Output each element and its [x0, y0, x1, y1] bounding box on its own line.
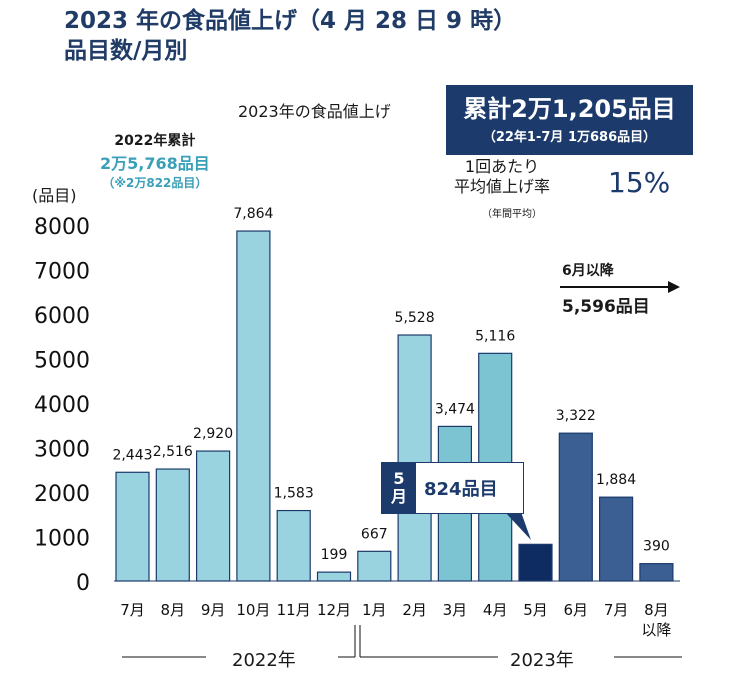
avg-rate-note: （年間平均）	[482, 209, 542, 220]
x-tick-label: 4月	[483, 601, 508, 619]
bar	[196, 450, 231, 582]
bar	[316, 571, 352, 582]
x-tick-label: 1月	[362, 601, 387, 619]
total-2023-box: 累計2万1,205品目 （22年1-7月 1万686品目）	[446, 85, 693, 155]
bar	[397, 334, 432, 582]
bar	[518, 543, 553, 582]
x-tick-label: 8月	[644, 601, 669, 619]
x-tick-label: 12月	[317, 601, 351, 619]
year-label-2022: 2022年	[232, 650, 296, 671]
data-label: 3,322	[556, 408, 596, 424]
bar	[598, 496, 634, 582]
x-tick-label: 7月	[120, 601, 145, 619]
x-tick-label: 2月	[402, 601, 427, 619]
summary-2022-sub: （※2万822品目）	[102, 176, 208, 190]
data-label: 390	[643, 539, 670, 555]
avg-rate-value: 15%	[608, 166, 671, 199]
total-2023-value: 累計2万1,205品目	[463, 95, 676, 123]
data-label: 5,116	[475, 328, 515, 344]
june-onward-label: 6月以降	[562, 263, 614, 279]
y-tick-label: 0	[76, 571, 90, 596]
may-callout-tag: 5 月	[382, 463, 416, 513]
title-line-1: 2023 年の食品値上げ（4 月 28 日 9 時）	[64, 8, 517, 34]
x-tick-label: 以降	[641, 621, 671, 639]
may-callout-value: 824品目	[424, 479, 498, 500]
year-label-2023: 2023年	[510, 650, 574, 671]
june-onward-total: 5,596品目	[562, 297, 650, 317]
total-2023-note: （22年1-7月 1万686品目）	[482, 130, 657, 145]
data-label: 5,528	[395, 310, 435, 326]
x-tick-label: 8月	[161, 601, 186, 619]
avg-rate-label: 1回あたり 平均値上げ率	[454, 157, 550, 197]
summary-2022-label: 2022年累計	[114, 133, 196, 149]
x-tick-label: 9月	[201, 601, 226, 619]
y-tick-label: 1000	[34, 527, 90, 552]
bar	[276, 509, 311, 582]
y-tick-label: 6000	[34, 304, 90, 329]
june-onward: 6月以降 5,596品目	[562, 260, 650, 317]
bar	[155, 468, 190, 582]
data-label: 199	[321, 547, 348, 563]
bar	[236, 230, 271, 582]
data-label: 2,516	[153, 444, 193, 460]
june-arrow-head	[668, 281, 680, 293]
x-tick-label: 6月	[564, 601, 589, 619]
y-tick-label: 4000	[34, 393, 90, 418]
data-label: 667	[361, 526, 388, 542]
y-tick-label: 2000	[34, 482, 90, 507]
summary-2022: 2022年累計 2万5,768品目 （※2万822品目）	[100, 130, 210, 191]
title-line-2: 品目数/月別	[64, 38, 188, 64]
avg-rate-label-1: 1回あたり	[464, 157, 540, 176]
x-tick-label: 7月	[604, 601, 629, 619]
may-callout-pointer	[505, 512, 531, 540]
x-tick-label: 10月	[236, 601, 270, 619]
bar	[115, 471, 150, 582]
y-tick-label: 8000	[34, 215, 90, 240]
bar	[639, 563, 674, 582]
may-callout: 5 月 824品目	[381, 462, 524, 514]
x-tick-label: 5月	[523, 601, 548, 619]
avg-rate-label-2: 平均値上げ率	[454, 177, 551, 196]
data-label: 1,583	[274, 486, 314, 502]
y-tick-label: 7000	[34, 260, 90, 285]
x-tick-label: 3月	[443, 601, 468, 619]
data-label: 2,443	[112, 447, 152, 463]
chart-title: 2023 年の食品値上げ（4 月 28 日 9 時） 品目数/月別	[64, 6, 516, 66]
data-label: 1,884	[596, 472, 636, 488]
summary-2022-total: 2万5,768品目	[100, 154, 210, 173]
bar	[558, 432, 593, 582]
bar	[357, 550, 392, 582]
y-axis-unit: (品目)	[32, 186, 77, 205]
y-tick-label: 5000	[34, 349, 90, 374]
y-tick-label: 3000	[34, 438, 90, 463]
data-label: 7,864	[233, 206, 273, 222]
data-label: 2,920	[193, 426, 233, 442]
x-tick-label: 11月	[277, 601, 311, 619]
summary-2023-label: 2023年の食品値上げ	[238, 102, 391, 121]
data-label: 3,474	[435, 401, 475, 417]
